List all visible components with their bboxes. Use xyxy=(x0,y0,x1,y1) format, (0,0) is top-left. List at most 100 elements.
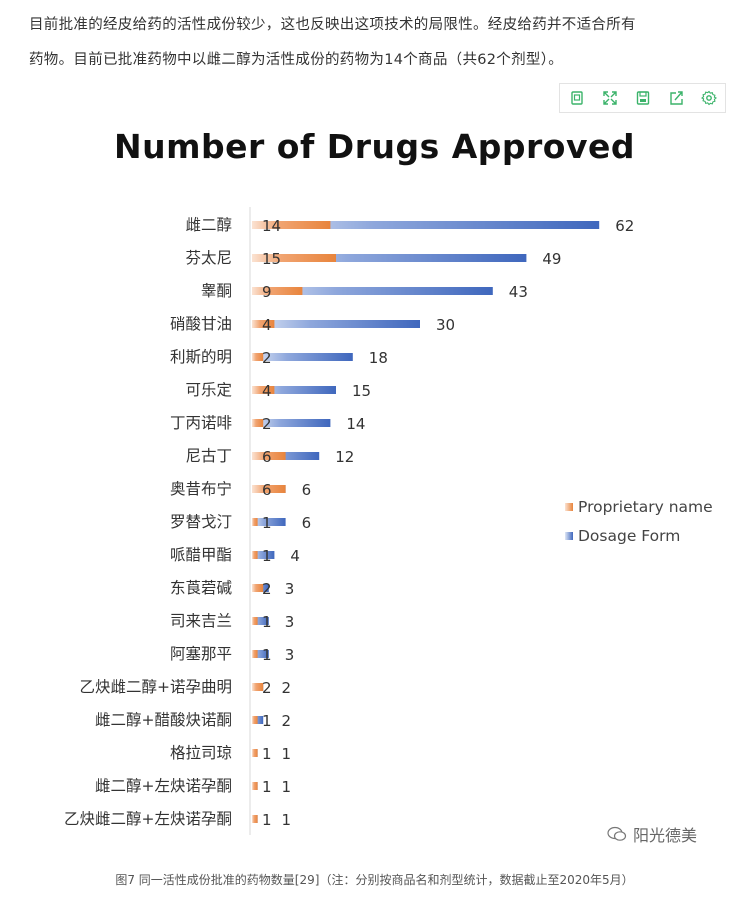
bar-proprietary-name xyxy=(252,716,258,724)
data-label-dosage-form: 18 xyxy=(369,349,388,367)
chart-toolbar xyxy=(559,83,726,113)
data-label-proprietary: 1 xyxy=(262,745,272,763)
bar-proprietary-name xyxy=(252,320,275,328)
category-label: 丁丙诺啡 xyxy=(170,414,232,432)
intro-paragraph: 目前批准的经皮给药的活性成份较少，这也反映出这项技术的局限性。经皮给药并不适合所… xyxy=(29,8,729,78)
save-icon[interactable] xyxy=(632,87,654,109)
bar-proprietary-name xyxy=(252,617,258,625)
bar-proprietary-name xyxy=(252,254,336,262)
bar-proprietary-name xyxy=(252,815,258,823)
watermark: 阳光德美 xyxy=(607,822,697,846)
bar-dosage-form xyxy=(252,221,600,229)
data-label-proprietary: 9 xyxy=(262,283,272,301)
bar-proprietary-name xyxy=(252,419,264,427)
data-label-dosage-form: 6 xyxy=(302,514,312,532)
data-label-proprietary: 2 xyxy=(262,679,272,697)
bar-dosage-form xyxy=(252,320,420,328)
bar-proprietary-name xyxy=(252,518,258,526)
data-label-proprietary: 1 xyxy=(262,547,272,565)
wechat-icon xyxy=(607,826,627,841)
legend-item-proprietary: Proprietary name xyxy=(565,492,713,521)
data-label-proprietary: 1 xyxy=(262,811,272,829)
data-label-proprietary: 1 xyxy=(262,613,272,631)
data-label-dosage-form: 1 xyxy=(282,811,292,829)
data-label-dosage-form: 30 xyxy=(436,316,455,334)
bar-proprietary-name xyxy=(252,749,258,757)
data-label-dosage-form: 4 xyxy=(290,547,300,565)
data-label-proprietary: 4 xyxy=(262,316,272,334)
bar-dosage-form xyxy=(252,551,275,559)
category-label: 可乐定 xyxy=(185,381,232,399)
bar-proprietary-name xyxy=(252,353,264,361)
category-label: 芬太尼 xyxy=(185,249,232,267)
figure-caption: 图7 同一活性成份批准的药物数量[29]（注：分别按商品名和剂型统计，数据截止至… xyxy=(115,873,634,887)
bar-proprietary-name xyxy=(252,782,258,790)
bar-proprietary-name xyxy=(252,221,331,229)
bar-proprietary-name xyxy=(252,386,275,394)
data-label-dosage-form: 3 xyxy=(285,580,295,598)
category-label: 东莨菪碱 xyxy=(170,579,233,597)
legend-label-dosage: Dosage Form xyxy=(578,526,681,545)
bar-proprietary-name xyxy=(252,551,258,559)
bar-dosage-form xyxy=(252,254,527,262)
data-label-dosage-form: 62 xyxy=(615,217,634,235)
settings-icon[interactable] xyxy=(698,87,720,109)
bar-dosage-form xyxy=(252,419,331,427)
bar-proprietary-name xyxy=(252,485,286,493)
bar-dosage-form xyxy=(252,386,336,394)
data-label-proprietary: 2 xyxy=(262,349,272,367)
data-label-dosage-form: 2 xyxy=(282,679,292,697)
category-label: 雌二醇+醋酸炔诺酮 xyxy=(95,711,232,729)
bar-dosage-form xyxy=(252,287,493,295)
legend-swatch-blue xyxy=(565,531,573,540)
data-label-proprietary: 15 xyxy=(262,250,281,268)
bar-proprietary-name xyxy=(252,584,264,592)
watermark-text: 阳光德美 xyxy=(633,826,698,845)
data-label-proprietary: 2 xyxy=(262,580,272,598)
category-label: 阿塞那平 xyxy=(170,645,232,663)
data-label-dosage-form: 1 xyxy=(282,745,292,763)
bar-dosage-form xyxy=(252,650,269,658)
data-label-proprietary: 1 xyxy=(262,778,272,796)
data-label-proprietary: 6 xyxy=(262,481,272,499)
category-label: 哌醋甲酯 xyxy=(170,546,232,564)
fullscreen-icon[interactable] xyxy=(599,87,621,109)
data-label-dosage-form: 3 xyxy=(285,613,295,631)
bar-proprietary-name xyxy=(252,650,258,658)
category-label: 乙炔雌二醇+左炔诺孕酮 xyxy=(64,810,232,828)
legend-item-dosage: Dosage Form xyxy=(565,521,713,550)
data-label-proprietary: 1 xyxy=(262,514,272,532)
data-label-dosage-form: 6 xyxy=(302,481,312,499)
category-label: 雌二醇 xyxy=(185,216,232,234)
data-label-dosage-form: 1 xyxy=(282,778,292,796)
legend-label-proprietary: Proprietary name xyxy=(578,497,713,516)
data-label-dosage-form: 3 xyxy=(285,646,295,664)
category-label: 格拉司琼 xyxy=(170,744,232,762)
bar-dosage-form xyxy=(252,617,269,625)
category-label: 司来吉兰 xyxy=(170,612,232,630)
data-label-dosage-form: 15 xyxy=(352,382,371,400)
category-label: 尼古丁 xyxy=(185,447,232,465)
category-label: 硝酸甘油 xyxy=(170,315,232,333)
data-label-proprietary: 1 xyxy=(262,646,272,664)
chart-legend: Proprietary name Dosage Form xyxy=(565,492,713,550)
data-label-dosage-form: 43 xyxy=(509,283,528,301)
bar-dosage-form xyxy=(252,518,286,526)
category-label: 罗替戈汀 xyxy=(170,513,232,531)
category-label: 奥昔布宁 xyxy=(170,480,232,498)
copy-icon[interactable] xyxy=(566,87,588,109)
category-label: 睾酮 xyxy=(201,282,232,300)
chart-title: Number of Drugs Approved xyxy=(114,127,635,166)
legend-swatch-orange xyxy=(565,502,573,511)
bar-proprietary-name xyxy=(252,683,264,691)
data-label-proprietary: 14 xyxy=(262,217,281,235)
data-label-dosage-form: 49 xyxy=(542,250,561,268)
data-label-proprietary: 6 xyxy=(262,448,272,466)
bar-proprietary-name xyxy=(252,452,286,460)
category-label: 乙炔雌二醇+诺孕曲明 xyxy=(80,678,233,696)
data-label-proprietary: 2 xyxy=(262,415,272,433)
share-icon[interactable] xyxy=(665,87,687,109)
intro-line-1: 目前批准的经皮给药的活性成份较少，这也反映出这项技术的局限性。经皮给药并不适合所… xyxy=(29,17,636,33)
category-label: 利斯的明 xyxy=(170,348,232,366)
